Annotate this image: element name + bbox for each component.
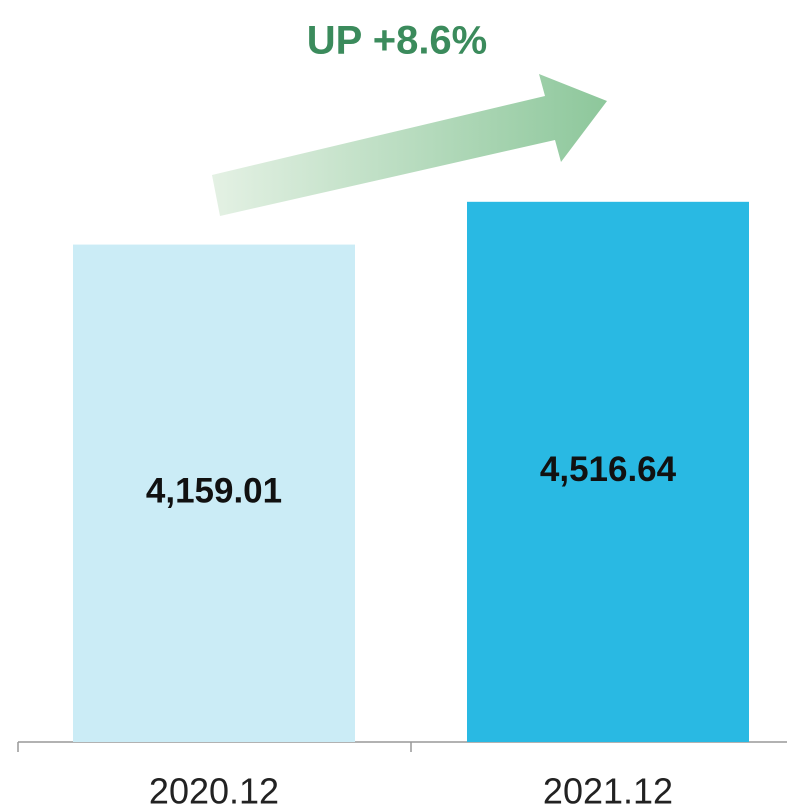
x-tick-label: 2020.12: [149, 771, 279, 811]
value-label: 4,516.64: [540, 450, 677, 489]
bar: [467, 201, 749, 742]
bar: [73, 244, 355, 742]
growth-arrow: [212, 74, 607, 216]
annotation: UP +8.6%: [307, 19, 488, 63]
x-tick-label: 2021.12: [543, 771, 673, 811]
value-label: 4,159.01: [146, 472, 282, 511]
